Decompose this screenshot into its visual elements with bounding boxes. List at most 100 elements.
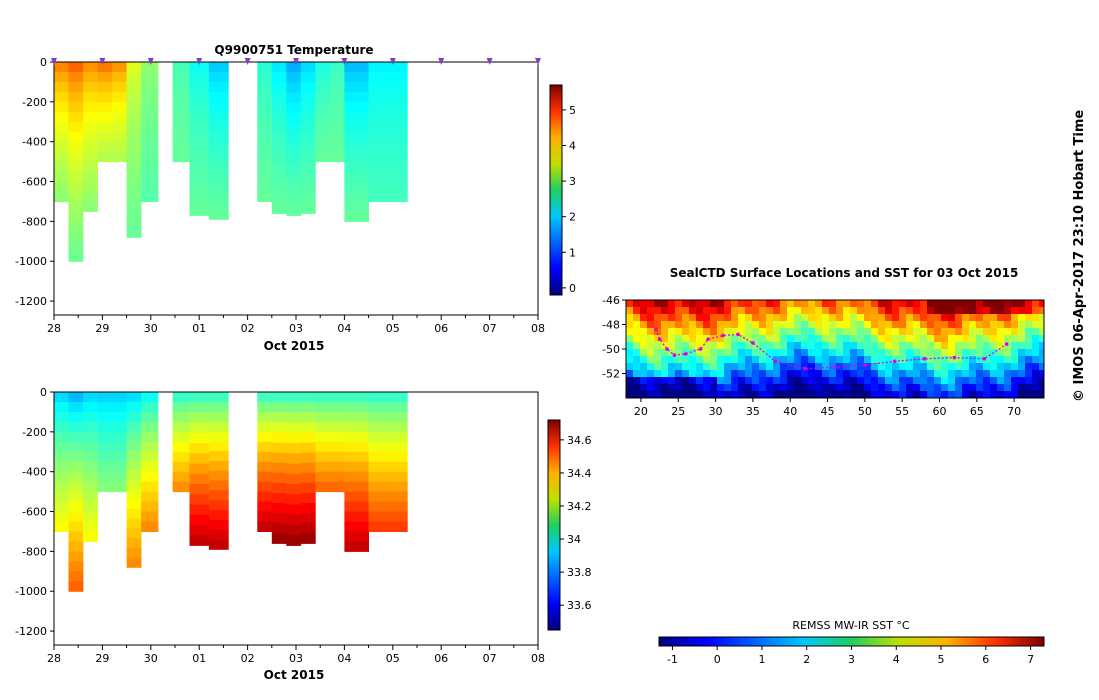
sst-cell <box>717 349 725 357</box>
sal-profile-12-cell <box>286 494 302 505</box>
seal-location-point <box>922 357 927 361</box>
sal-profile-3-cell <box>97 402 113 413</box>
temp-profile-7-cell <box>172 141 190 153</box>
temp-x-tick-label: 29 <box>95 322 109 335</box>
sst-cell <box>941 377 949 385</box>
sst-cell <box>724 328 732 336</box>
sst-cell <box>850 335 858 343</box>
sst-cell <box>1004 321 1012 329</box>
sst-cell <box>773 384 781 392</box>
sst-cell <box>983 307 991 315</box>
sst-cell <box>983 342 991 350</box>
sst-cell <box>661 307 669 315</box>
sst-cell <box>864 349 872 357</box>
sst-cell <box>899 363 907 371</box>
sst-cell <box>794 370 802 378</box>
sst-cell <box>1032 342 1040 350</box>
sal-profile-11-cell <box>271 402 287 413</box>
seal-location-point <box>892 359 897 364</box>
sst-cell <box>745 349 753 357</box>
sst-cell <box>731 328 739 336</box>
sst-cell <box>920 363 928 371</box>
sst-colorbar-tick-label: 1 <box>758 653 765 666</box>
temp-profile-9-cell <box>208 130 229 142</box>
sal-y-tick-label: -200 <box>22 426 47 439</box>
sst-cell <box>1039 307 1045 315</box>
sst-cell <box>752 349 760 357</box>
sst-cell <box>983 321 991 329</box>
temp-profile-6-cell <box>141 151 159 163</box>
sst-cell <box>703 300 711 308</box>
temp-profile-11-cell <box>271 92 287 103</box>
temp-profile-17-cell <box>368 191 408 202</box>
temp-profile-10-cell <box>257 141 273 153</box>
temp-profile-17-cell <box>368 161 408 173</box>
sst-cell <box>927 300 935 308</box>
sst-cell <box>675 321 683 329</box>
sst-cell <box>906 370 914 378</box>
sal-profile-13-cell <box>300 492 316 504</box>
sst-cell <box>682 377 690 385</box>
sst-cell <box>941 349 949 357</box>
sst-cell <box>647 335 655 343</box>
sst-cell <box>948 342 956 350</box>
sst-cell <box>850 349 858 357</box>
sst-cell <box>668 321 676 329</box>
sal-profile-1-cell <box>68 461 84 473</box>
sal-profile-9-cell <box>208 451 229 462</box>
temp-profile-4-cell <box>112 131 127 143</box>
sal-profile-17-cell <box>368 441 408 453</box>
sst-cell <box>857 342 865 350</box>
sst-cell <box>850 314 858 322</box>
sst-cell <box>801 335 809 343</box>
salinity-x-axis: 28 29 30 01 02 03 04 05 06 07 08 <box>47 645 545 665</box>
sst-cell <box>1011 328 1019 336</box>
sst-cell <box>934 377 942 385</box>
sst-cell <box>1011 370 1019 378</box>
temp-profile-15-cell <box>329 81 345 93</box>
sst-cell <box>906 342 914 350</box>
temp-profile-3-cell <box>97 91 113 103</box>
temp-x-tick-label: 07 <box>483 322 497 335</box>
sal-profile-12-cell <box>286 535 302 546</box>
sst-cell <box>934 363 942 371</box>
temp-profile-7-cell <box>172 72 190 83</box>
sst-cell <box>836 335 844 343</box>
sst-cell <box>829 335 837 343</box>
sal-profile-1-cell <box>68 571 84 582</box>
sal-profile-1-cell <box>68 392 84 403</box>
sst-cell <box>997 384 1005 392</box>
temp-colorbar-tick-label: 1 <box>569 246 576 259</box>
sst-cell <box>983 300 991 308</box>
sal-profile-14-cell <box>315 431 331 443</box>
sst-cell <box>661 391 669 399</box>
sst-cell <box>682 314 690 322</box>
temp-profile-5-cell <box>126 101 142 112</box>
sst-cell <box>689 363 697 371</box>
temp-profile-6-cell <box>141 81 159 93</box>
sst-cell <box>955 384 963 392</box>
sal-profile-9-cell <box>208 490 229 501</box>
map-lon-tick-label: 55 <box>895 405 909 418</box>
sst-cell <box>1011 384 1019 392</box>
sal-profile-11-cell <box>271 472 287 484</box>
sst-cell <box>766 328 774 336</box>
sst-cell <box>1011 363 1019 371</box>
sst-cell <box>731 314 739 322</box>
sal-profile-8-cell <box>189 402 210 413</box>
sst-cell <box>689 314 697 322</box>
temp-y-tick-label: -400 <box>22 136 47 149</box>
temp-profile-13-cell <box>300 122 316 134</box>
sal-profile-11-cell <box>271 452 287 464</box>
sal-profile-2-cell <box>83 501 98 513</box>
sst-cell <box>969 391 977 399</box>
sst-cell <box>801 328 809 336</box>
sst-cell <box>675 300 683 308</box>
sst-cell <box>759 384 767 392</box>
sst-cell <box>668 356 676 364</box>
sst-cell <box>808 356 816 364</box>
sal-y-tick-label: -800 <box>22 545 47 558</box>
sst-cell <box>976 300 984 308</box>
sst-cell <box>766 391 774 399</box>
sst-cell <box>955 321 963 329</box>
